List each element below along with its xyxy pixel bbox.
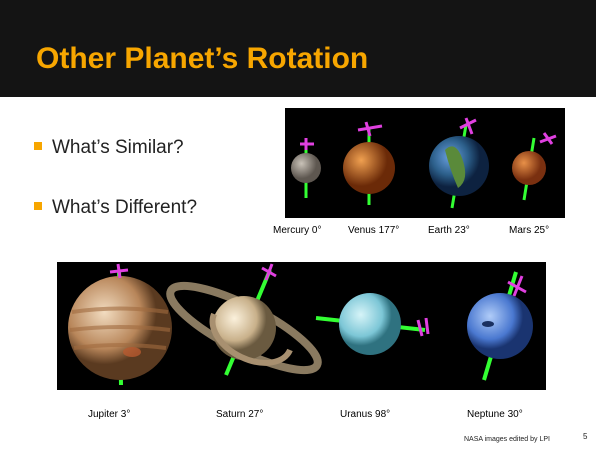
page-number: 5 <box>583 432 588 441</box>
caption: Uranus 98° <box>340 409 390 420</box>
inner-planets-image <box>285 108 565 218</box>
title: Other Planet’s Rotation <box>36 42 368 75</box>
outer-planets-image <box>57 262 546 390</box>
bullet: What’s Different? <box>52 197 197 218</box>
caption: Saturn 27° <box>216 409 263 420</box>
caption: Earth 23° <box>428 225 470 236</box>
caption: Venus 177° <box>348 225 399 236</box>
caption: Neptune 30° <box>467 409 523 420</box>
bullet-marker <box>34 202 42 210</box>
caption: Mercury 0° <box>273 225 321 236</box>
caption: Mars 25° <box>509 225 549 236</box>
bullet-marker <box>34 142 42 150</box>
caption: Jupiter 3° <box>88 409 130 420</box>
slide: Other Planet’s Rotation What’s Similar? … <box>0 0 596 447</box>
bullet: What’s Similar? <box>52 137 184 158</box>
credit: NASA images edited by LPI <box>464 436 550 443</box>
